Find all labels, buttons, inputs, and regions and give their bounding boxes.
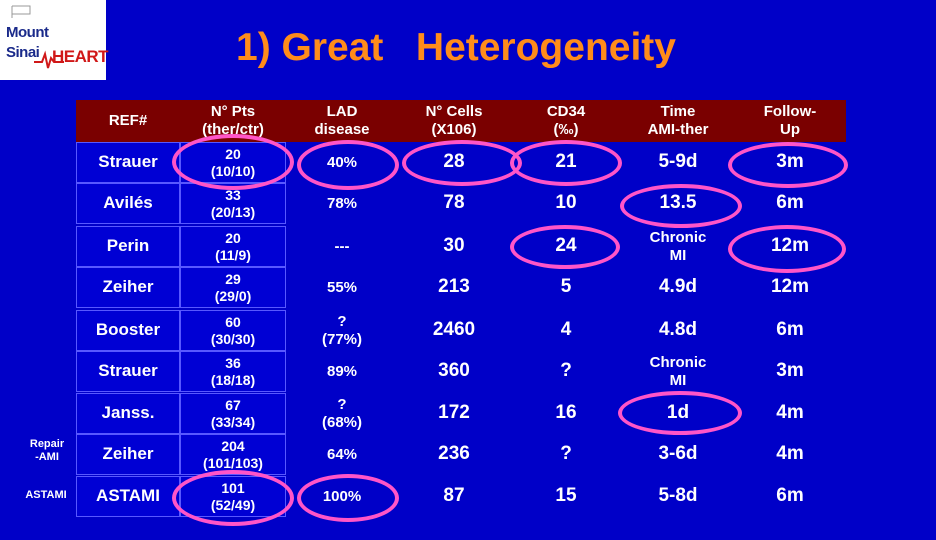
cell-ref: Perin [76, 226, 180, 267]
cell-cells: 360 [438, 360, 470, 382]
cell-lad: 40% [326, 153, 358, 171]
cell-cells: 78 [443, 192, 465, 214]
mount-sinai-heart-logo: Mount Sinai HEART [0, 0, 109, 80]
cell-follow-up: 6m [776, 485, 804, 507]
cell-cells: 236 [438, 443, 470, 465]
cell-lad: 55% [326, 278, 358, 296]
cell-lad: ? (77%) [321, 312, 362, 348]
cell-patients: 20 (10/10) [180, 142, 286, 183]
cell-patients: 33 (20/13) [180, 183, 286, 224]
cell-follow-up: 4m [776, 402, 804, 424]
logo-text-heart: HEART [52, 47, 109, 66]
cell-patients: 67 (33/34) [180, 393, 286, 434]
cell-time: 13.5 [659, 192, 697, 214]
cell-follow-up: 12m [770, 276, 810, 298]
cell-ref: Zeiher [76, 267, 180, 308]
cell-time: Chronic MI [649, 353, 707, 389]
cell-follow-up: 6m [776, 319, 804, 341]
cell-follow-up: 12m [770, 235, 810, 257]
cell-follow-up: 6m [776, 192, 804, 214]
cell-ref: ASTAMI [76, 476, 180, 517]
header-cd34: CD34 (‰) [510, 100, 622, 142]
cell-patients: 204 (101/103) [180, 434, 286, 475]
cell-cd34: 5 [560, 276, 572, 298]
cell-cd34: 21 [555, 151, 577, 173]
cell-lad: --- [334, 237, 350, 255]
cell-ref: Avilés [76, 183, 180, 224]
header-ref: REF# [76, 100, 180, 142]
cell-follow-up: 3m [776, 360, 804, 382]
header-lad: LAD disease [286, 100, 398, 142]
cell-lad: 78% [326, 194, 358, 212]
logo-text-mount: Mount [6, 24, 49, 41]
cell-ref: Janss. [76, 393, 180, 434]
cell-cells: 172 [438, 402, 470, 424]
header-time: Time AMI-ther [622, 100, 734, 142]
cell-cells: 30 [443, 235, 465, 257]
cell-follow-up: 4m [776, 443, 804, 465]
cell-time: 3-6d [658, 443, 698, 465]
cell-ref: Booster [76, 310, 180, 351]
cell-cd34: ? [560, 443, 572, 465]
slide-title: 1) Great Heterogeneity [236, 26, 676, 69]
cell-cells: 28 [443, 151, 465, 173]
cell-cells: 87 [443, 485, 465, 507]
cell-ref: Strauer [76, 351, 180, 392]
cell-time: 1d [666, 402, 690, 424]
cell-time: 4.9d [658, 276, 698, 298]
cell-patients: 29 (29/0) [180, 267, 286, 308]
cell-time: 5-9d [658, 151, 698, 173]
cell-cd34: ? [560, 360, 572, 382]
cell-ref: Strauer [76, 142, 180, 183]
cell-ref: Zeiher [76, 434, 180, 475]
cell-lad: ? (68%) [321, 395, 362, 431]
cell-lad: 100% [322, 487, 362, 505]
cell-time: 5-8d [658, 485, 698, 507]
cell-cd34: 4 [560, 319, 572, 341]
cell-patients: 36 (18/18) [180, 351, 286, 392]
header-patients: N° Pts (ther/ctr) [180, 100, 286, 142]
cell-cells: 2460 [432, 319, 476, 341]
cell-cd34: 24 [555, 235, 577, 257]
cell-patients: 60 (30/30) [180, 310, 286, 351]
logo-text-sinai: Sinai [6, 44, 40, 61]
cell-follow-up: 3m [776, 151, 804, 173]
cell-time: 4.8d [658, 319, 698, 341]
cell-patients: 20 (11/9) [180, 226, 286, 267]
cell-cd34: 16 [555, 402, 577, 424]
side-label-repair-ami: Repair -AMI [29, 438, 65, 464]
cell-cd34: 15 [555, 485, 577, 507]
cell-lad: 89% [326, 362, 358, 380]
header-follow-up: Follow- Up [734, 100, 846, 142]
cell-time: Chronic MI [649, 228, 707, 264]
cell-patients: 101 (52/49) [180, 476, 286, 517]
header-cells: N° Cells (X106) [398, 100, 510, 142]
heartbeat-icon [34, 50, 64, 69]
side-label-astami: ASTAMI [25, 489, 67, 501]
flag-icon [11, 5, 31, 18]
cell-cells: 213 [438, 276, 470, 298]
cell-cd34: 10 [555, 192, 577, 214]
cell-lad: 64% [326, 445, 358, 463]
